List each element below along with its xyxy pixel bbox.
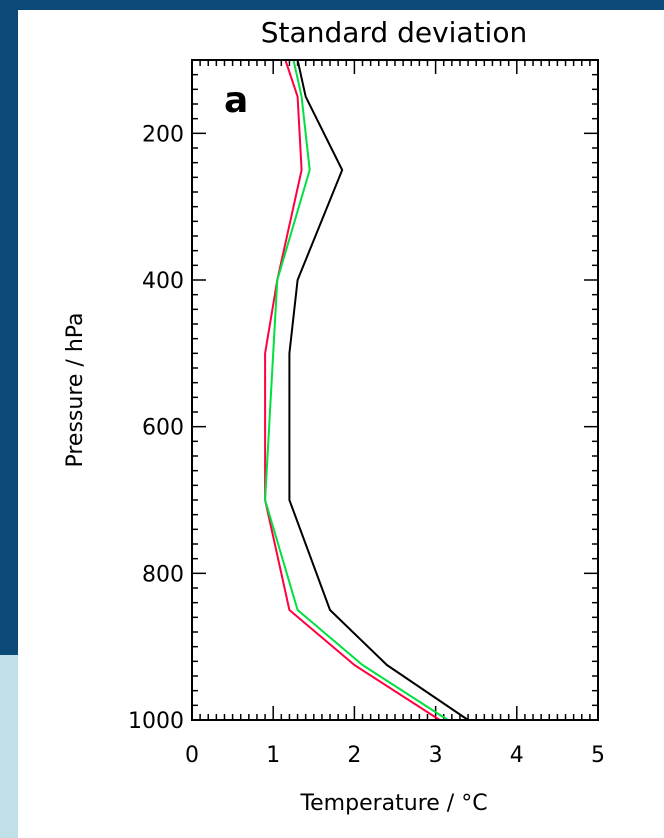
series-group bbox=[264, 59, 469, 721]
x-tick-label: 4 bbox=[510, 743, 524, 768]
x-tick-label: 1 bbox=[266, 743, 280, 768]
series-line-2 bbox=[264, 59, 441, 721]
x-tick-label: 5 bbox=[591, 743, 605, 768]
plot-frame bbox=[191, 59, 599, 721]
background-top-strip bbox=[0, 0, 664, 10]
y-tick-label: 600 bbox=[142, 416, 184, 441]
chart-title: Standard deviation bbox=[261, 16, 527, 49]
chart-background bbox=[18, 10, 664, 838]
background-left-band bbox=[0, 0, 18, 655]
y-tick-label: 400 bbox=[142, 269, 184, 294]
y-tick-label: 800 bbox=[142, 562, 184, 587]
y-tick-label: 200 bbox=[142, 122, 184, 147]
x-tick-label: 0 bbox=[185, 743, 199, 768]
x-axis-label: Temperature / °C bbox=[299, 791, 487, 816]
series-line-1 bbox=[288, 59, 469, 721]
axis-ticks: 0 1 2 3 4 5 200 400 600 800 1000 bbox=[128, 59, 605, 768]
x-tick-label: 2 bbox=[347, 743, 361, 768]
panel-label: a bbox=[224, 80, 248, 121]
y-axis-label: Pressure / hPa bbox=[63, 312, 88, 467]
x-tick-label: 3 bbox=[429, 743, 443, 768]
y-tick-label: 1000 bbox=[128, 709, 184, 734]
series-line-3 bbox=[264, 59, 449, 721]
